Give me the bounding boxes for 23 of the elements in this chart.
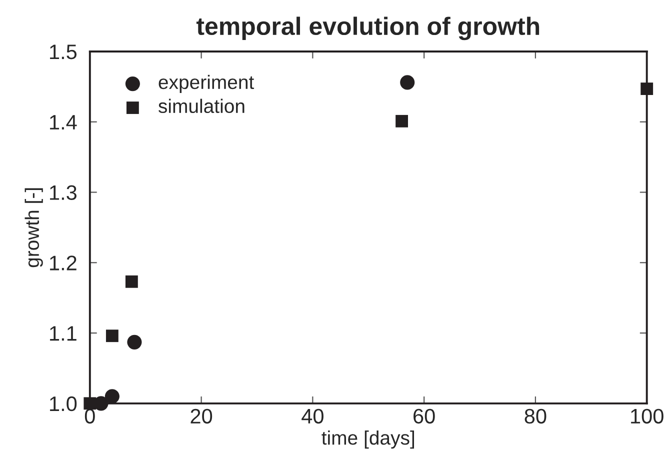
point [125,275,138,288]
x-tick-label: 20 [190,408,212,424]
point [400,75,415,90]
y-tick-label: 1.4 [50,115,77,130]
legend-label: simulation [158,98,244,114]
point [396,114,408,128]
y-axis-title: growth [-] [24,188,43,268]
x-tick-label: 40 [302,408,324,424]
x-tick-label: 60 [414,408,435,424]
x-axis-title: time [days] [322,430,414,449]
point [106,330,118,342]
chart-title: temporal evolution of growth [196,16,540,40]
x-tick-label: 100 [631,408,664,424]
y-tick-label: 1.5 [50,44,77,60]
y-tick-label: 1.0 [50,396,77,412]
point [127,334,142,350]
y-tick-label: 1.3 [50,185,76,200]
y-tick-label: 1.1 [50,326,76,341]
point [104,389,120,404]
legend-label: experiment [158,74,254,93]
y-tick-label: 1.2 [50,256,76,270]
x-tick-label: 80 [524,408,546,424]
x-tick-label: 0 [84,408,95,424]
